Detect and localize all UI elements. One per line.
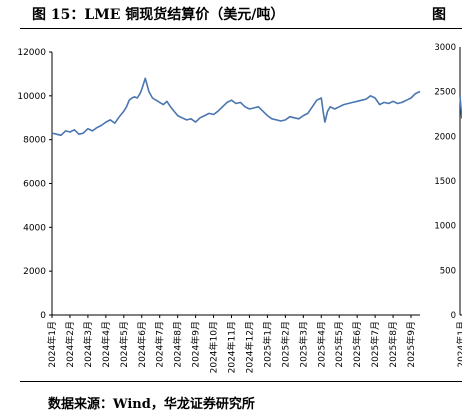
right-y-tick-label: 3000: [434, 43, 456, 53]
right-y-tick-label: 500: [440, 266, 456, 276]
x-tick-label: 2024年10月: [208, 321, 220, 373]
series-line-copper-price: [51, 77, 421, 137]
x-tick-label: 2025年4月: [315, 321, 327, 368]
right-y-tick-label: 1500: [434, 177, 456, 187]
y-tick-label: 0: [40, 311, 46, 321]
right-x-tick-label: 2024年1月: [455, 321, 462, 368]
x-tick-label: 2025年5月: [333, 321, 345, 368]
y-tick-label: 4000: [23, 223, 46, 233]
partial-right-chart: 0 500 1000 1500 2000 2500 3000 2024年1月: [434, 43, 462, 368]
source-note: 数据来源：Wind，华龙证券研究所: [48, 397, 255, 412]
x-tick-label: 2024年5月: [118, 321, 130, 368]
y-tick-label: 6000: [23, 180, 46, 190]
x-tick-label: 2024年3月: [82, 321, 94, 368]
top-rule: [20, 28, 462, 29]
y-tick-label: 8000: [23, 136, 46, 146]
x-tick-label: 2025年2月: [279, 321, 291, 368]
x-tick-label: 2024年2月: [64, 321, 76, 368]
y-tick-label: 12000: [17, 48, 46, 58]
right-y-tick-label: 2500: [434, 88, 456, 98]
lme-copper-chart: 0 2000 4000 6000 8000 10000 12000 2024年1月 2024年2…: [17, 48, 421, 373]
y-tick-label: 10000: [17, 92, 46, 102]
x-tick-label: 2024年8月: [172, 321, 184, 368]
x-tick-label: 2025年3月: [297, 321, 309, 368]
x-tick-label: 2024年12月: [243, 321, 255, 373]
bottom-rule: [20, 381, 462, 382]
x-tick-label: 2025年9月: [405, 321, 417, 368]
x-tick-label: 2025年6月: [351, 321, 363, 368]
x-tick-label: 2024年11月: [226, 321, 238, 373]
x-tick-label: 2024年1月: [46, 321, 58, 368]
x-tick-label: 2025年8月: [387, 321, 399, 368]
right-y-tick-label: 1000: [434, 222, 456, 232]
x-tick-label: 2025年7月: [369, 321, 381, 368]
right-y-tick-label: 2000: [434, 132, 456, 142]
x-tick-label: 2024年6月: [136, 321, 148, 368]
y-tick-label: 2000: [23, 267, 46, 277]
figure-title: 图 15：LME 铜现货结算价（美元/吨）: [32, 7, 285, 23]
right-y-tick-label: 0: [451, 311, 456, 321]
figure-title-2: 图: [432, 7, 446, 23]
x-tick-label: 2025年1月: [261, 321, 273, 368]
x-tick-label: 2024年9月: [190, 321, 202, 368]
x-tick-label: 2024年4月: [100, 321, 112, 368]
x-tick-label: 2024年7月: [154, 321, 166, 368]
